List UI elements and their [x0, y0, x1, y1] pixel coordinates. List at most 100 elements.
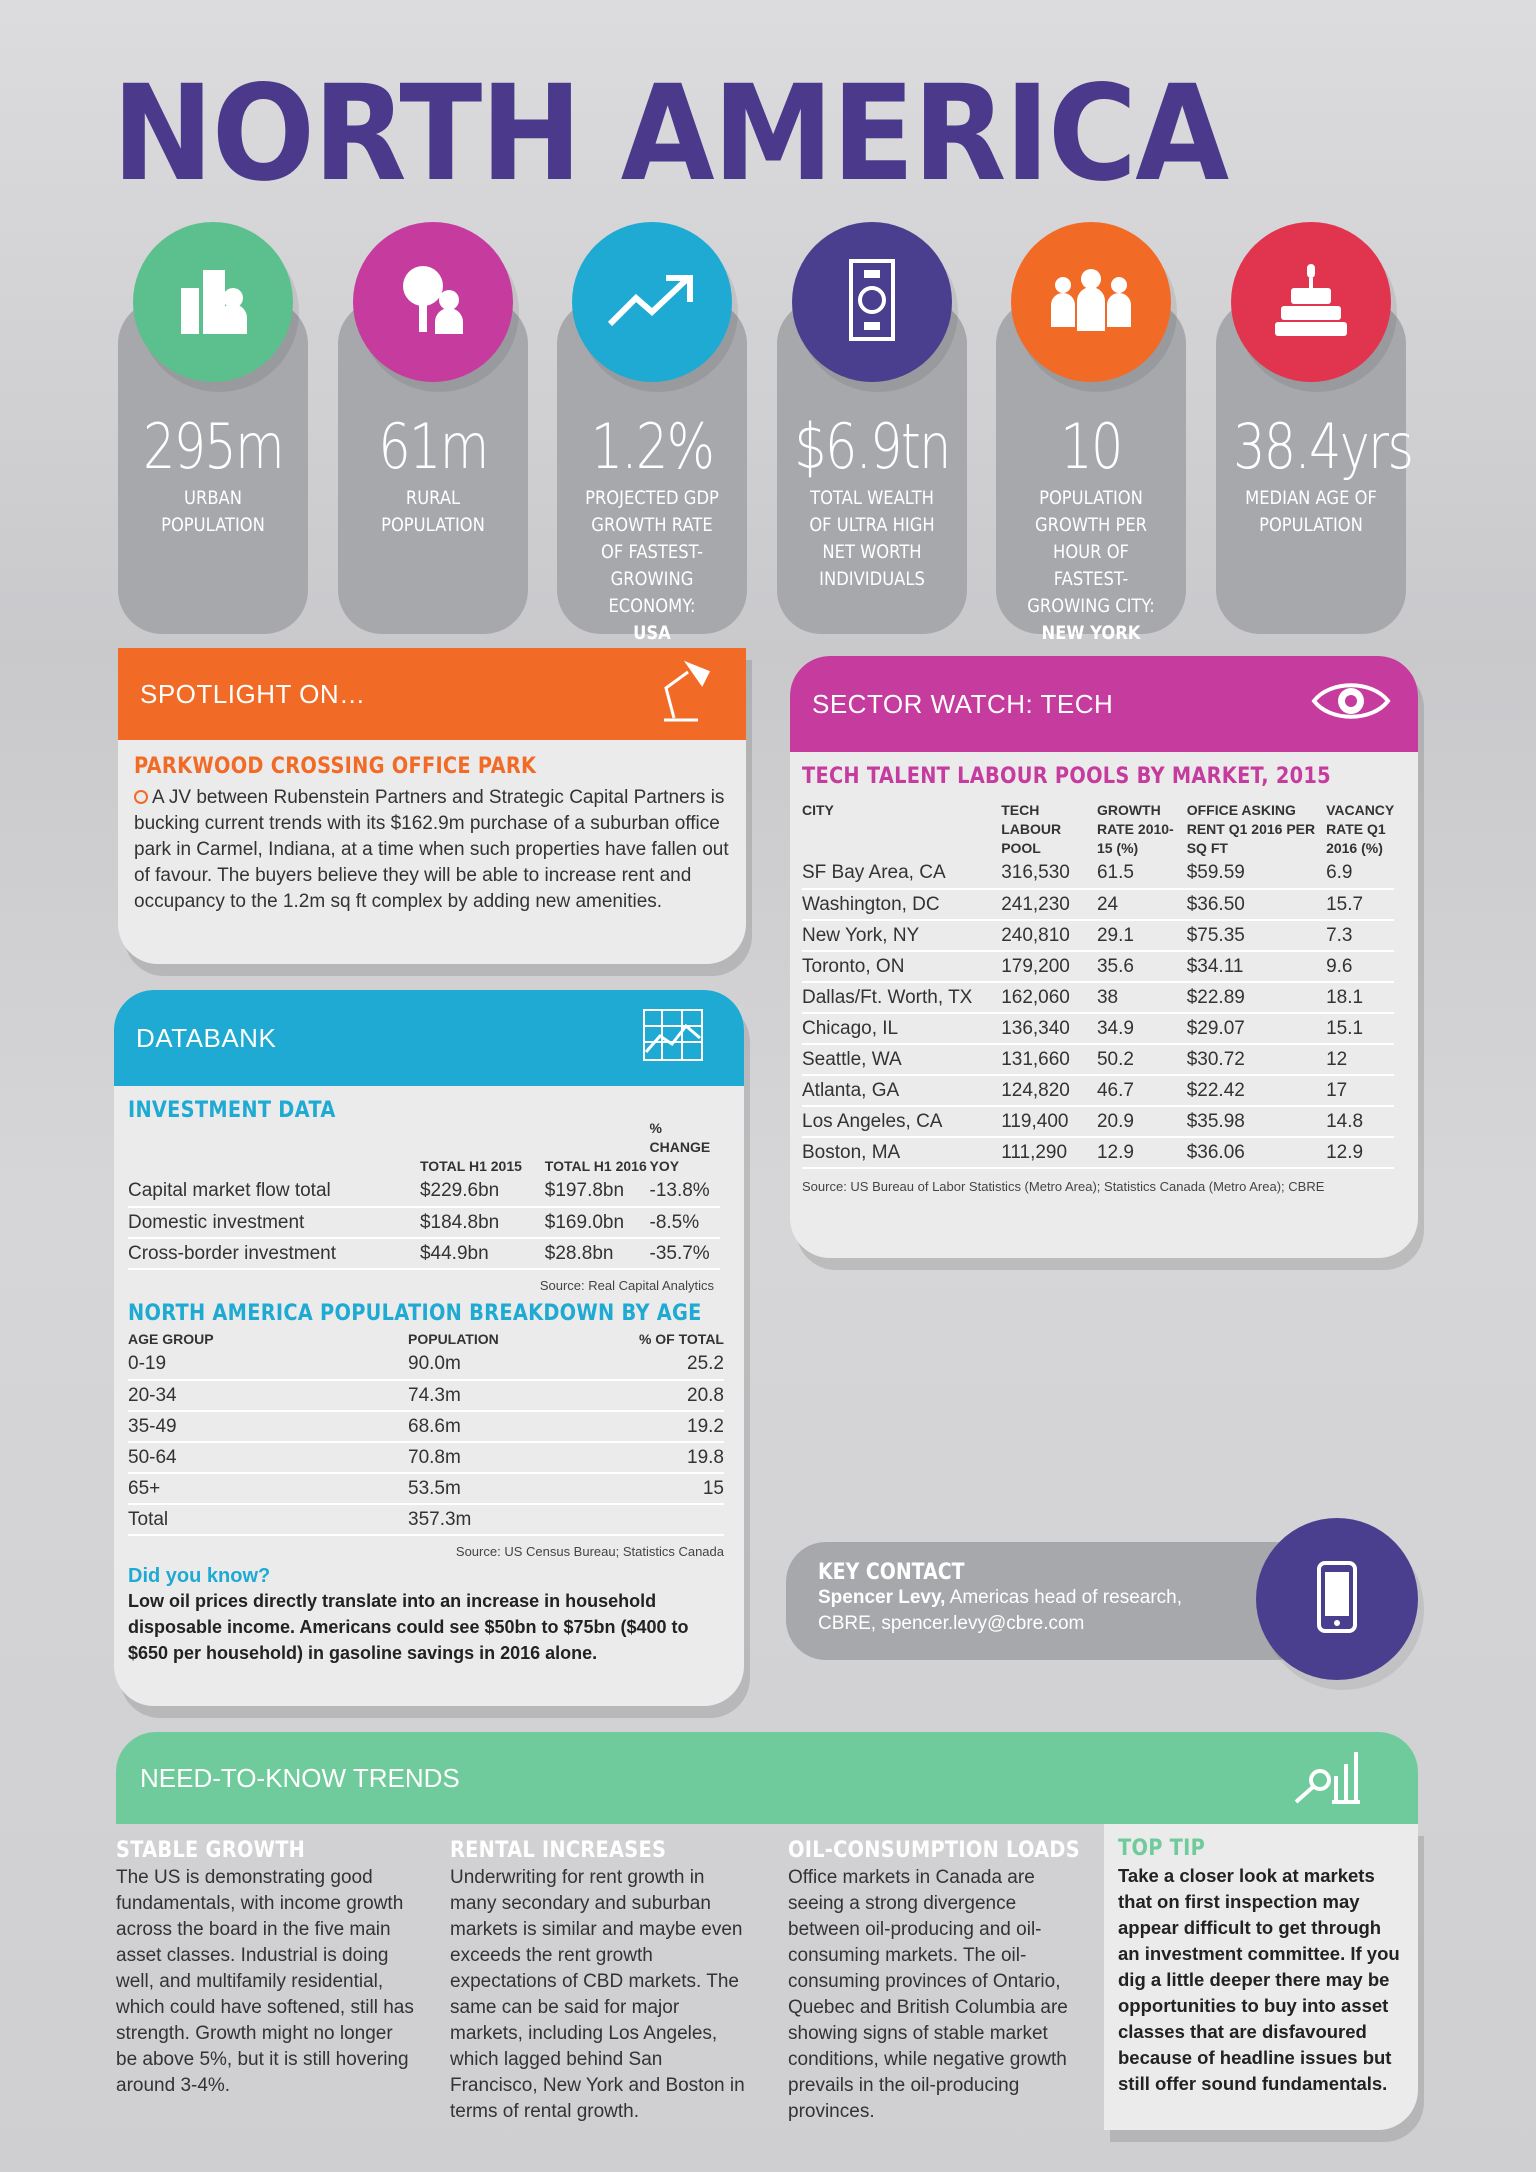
table-row: 50-64 70.8m 19.8 [128, 1442, 724, 1474]
investment-col-0 [128, 1119, 420, 1176]
table-cell: 74.3m [408, 1380, 598, 1412]
stat-label-text: MEDIAN AGE OF POPULATION [1244, 487, 1377, 536]
trend-column: STABLE GROWTH The US is demonstrating go… [116, 1838, 416, 2099]
table-cell: 9.6 [1326, 951, 1394, 983]
databank-panel: DATABANK INVESTMENT DATA TOTAL H1 2015 T… [114, 990, 744, 1706]
growth-bars-icon [1292, 1746, 1362, 1811]
stat-card: 1.2% PROJECTED GDP GROWTH RATE OF FASTES… [557, 222, 747, 644]
bullet-circle-icon [134, 790, 148, 804]
table-cell: SF Bay Area, CA [802, 858, 1002, 890]
table-cell: 241,230 [1001, 889, 1097, 921]
stat-icon-circle [352, 222, 513, 382]
table-cell: $30.72 [1186, 1044, 1327, 1076]
sector-col-2: GROWTH RATE 2010-15 (%) [1096, 802, 1174, 856]
table-cell: $34.11 [1186, 951, 1327, 983]
stat-icon-circle [133, 222, 293, 382]
table-row: 20-34 74.3m 20.8 [128, 1380, 724, 1412]
table-cell: $36.50 [1186, 889, 1327, 921]
spotlight-header: SPOTLIGHT ON… [118, 648, 746, 740]
table-cell: 162,060 [1001, 982, 1097, 1014]
table-row: Total 357.3m [128, 1504, 724, 1536]
table-cell: 136,340 [1001, 1013, 1097, 1045]
trends-header-label: NEED-TO-KNOW TRENDS [140, 1762, 460, 1793]
population-col-0: AGE GROUP [128, 1331, 214, 1347]
contact-name: Spencer Levy, [818, 1587, 946, 1608]
table-cell: Capital market flow total [128, 1176, 420, 1208]
table-cell: 50-64 [128, 1442, 408, 1474]
stat-label-text: TOTAL WEALTH OF ULTRA HIGH NET WORTH IND… [808, 487, 935, 590]
trends-header: NEED-TO-KNOW TRENDS [116, 1732, 1418, 1824]
table-cell: 17 [1326, 1075, 1394, 1107]
trend-text: The US is demonstrating good fundamental… [116, 1867, 414, 2096]
table-cell: 46.7 [1096, 1075, 1187, 1107]
sector-source: Source: US Bureau of Labor Statistics (M… [802, 1179, 1325, 1194]
phone-icon-circle [1256, 1518, 1418, 1680]
table-cell: Boston, MA [802, 1137, 1002, 1169]
contact-title: KEY CONTACT [818, 1560, 965, 1585]
table-cell: 0-19 [128, 1349, 408, 1381]
sector-subtitle: TECH TALENT LABOUR POOLS BY MARKET, 2015 [802, 764, 1331, 789]
stat-label: MEDIAN AGE OF POPULATION [1237, 485, 1383, 539]
table-row: Domestic investment $184.8bn $169.0bn -8.5% [128, 1207, 720, 1239]
table-cell [598, 1504, 724, 1536]
table-cell: 316,530 [1001, 858, 1097, 890]
table-cell: 20.9 [1096, 1106, 1187, 1138]
stat-label-text: POPULATION GROWTH PER HOUR OF FASTEST-GR… [1027, 487, 1155, 617]
chart-grid-icon [642, 1008, 704, 1069]
table-cell: $75.35 [1186, 920, 1327, 952]
table-cell: 357.3m [408, 1504, 598, 1536]
table-cell: Atlanta, GA [802, 1075, 1002, 1107]
table-cell: 119,400 [1001, 1106, 1097, 1138]
stat-card: 295m URBAN POPULATION [118, 222, 308, 634]
table-cell: 19.8 [598, 1442, 724, 1474]
stat-label: PROJECTED GDP GROWTH RATE OF FASTEST-GRO… [579, 485, 725, 647]
table-cell: 34.9 [1096, 1013, 1187, 1045]
stat-value: 38.4yrs [1232, 410, 1414, 483]
table-cell: -13.8% [649, 1176, 720, 1208]
table-cell: 35-49 [128, 1411, 408, 1443]
smartphone-icon [1316, 1560, 1358, 1639]
population-title: NORTH AMERICA POPULATION BREAKDOWN BY AG… [128, 1301, 702, 1326]
stat-card: 61m RURAL POPULATION [337, 222, 528, 634]
top-tip-title: TOP TIP [1118, 1836, 1206, 1861]
sector-panel: SECTOR WATCH: TECH TECH TALENT LABOUR PO… [790, 656, 1418, 1258]
contact-role: Americas head of research, [945, 1587, 1183, 1608]
sector-col-4: VACANCY RATE Q1 2016 (%) [1326, 802, 1394, 856]
table-cell: Cross-border investment [128, 1238, 420, 1270]
sector-header-label: SECTOR WATCH: TECH [812, 688, 1114, 719]
table-row: 65+ 53.5m 15 [128, 1473, 724, 1505]
table-cell: 90.0m [408, 1349, 598, 1381]
stat-label-text: PROJECTED GDP GROWTH RATE OF FASTEST-GRO… [585, 487, 719, 617]
sector-col-0: CITY [802, 802, 834, 818]
table-cell: Seattle, WA [802, 1044, 1002, 1076]
databank-header-label: DATABANK [136, 1022, 277, 1053]
table-cell: 124,820 [1001, 1075, 1097, 1107]
contact-email[interactable]: CBRE, spencer.levy@cbre.com [818, 1613, 1085, 1634]
table-cell: 15.1 [1326, 1013, 1394, 1045]
stat-icon-circle [572, 222, 732, 382]
sector-header: SECTOR WATCH: TECH [790, 656, 1418, 752]
table-cell: Domestic investment [128, 1207, 420, 1239]
table-cell: 6.9 [1326, 858, 1394, 890]
table-cell: 111,290 [1001, 1137, 1097, 1169]
investment-col-3: % CHANGE YOY [649, 1120, 711, 1174]
table-cell: 68.6m [408, 1411, 598, 1443]
table-cell: $169.0bn [544, 1207, 650, 1239]
stat-value: 1.2% [590, 410, 715, 483]
did-you-know-title: Did you know? [128, 1565, 271, 1587]
population-source: Source: US Census Bureau; Statistics Can… [455, 1544, 724, 1559]
sector-col-3: OFFICE ASKING RENT Q1 2016 PER SQ FT [1186, 802, 1316, 856]
page-title: NORTH AMERICA [112, 57, 1229, 211]
table-cell: 14.8 [1326, 1106, 1394, 1138]
population-col-2: % OF TOTAL [638, 1331, 724, 1347]
table-row: Los Angeles, CA 119,400 20.9 $35.98 14.8 [802, 1106, 1394, 1138]
spotlight-subtitle: PARKWOOD CROSSING OFFICE PARK [134, 754, 537, 779]
table-cell: $22.89 [1186, 982, 1327, 1014]
trend-text: Underwriting for rent growth in many sec… [450, 1867, 745, 2122]
spotlight-text: A JV between Rubenstein Partners and Str… [134, 787, 729, 912]
table-cell: -35.7% [649, 1238, 720, 1270]
table-row: Chicago, IL 136,340 34.9 $29.07 15.1 [802, 1013, 1394, 1045]
table-cell: Total [128, 1504, 408, 1536]
table-cell: Washington, DC [802, 889, 1002, 921]
stat-label-text: RURAL POPULATION [380, 487, 485, 536]
